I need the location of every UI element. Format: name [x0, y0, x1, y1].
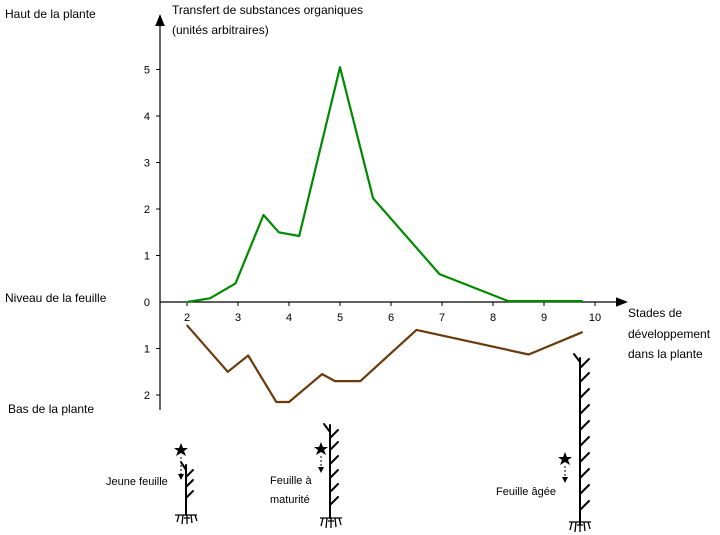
roots-icon [569, 521, 591, 533]
data-point [298, 235, 301, 237]
data-point [209, 297, 211, 300]
data-point [438, 273, 441, 275]
data-point [321, 373, 323, 375]
axis-ticks: 2 3 4 5 6 7 8 9 10 0 1 2 3 4 5 1 2 [144, 65, 601, 403]
branch-icon [323, 423, 339, 506]
y-tick-label: 2 [144, 204, 150, 216]
y-tick-label: 4 [144, 111, 150, 123]
branch-icon [180, 461, 194, 499]
x-tick-label: 10 [589, 312, 601, 324]
x-tick-label: 3 [235, 312, 241, 324]
data-point [334, 380, 336, 382]
arrow-tip-icon [562, 477, 568, 483]
young-leaf-plant-illustration: Jeune feuille [106, 443, 198, 525]
x-tick-label: 6 [388, 312, 394, 324]
y-tick-label: 3 [144, 158, 150, 170]
bottom-of-plant-label: Bas de la plante [8, 402, 94, 416]
data-point [247, 354, 249, 357]
top-of-plant-label: Haut de la plante [5, 7, 96, 21]
roots-icon [175, 514, 198, 525]
data-point [234, 282, 237, 285]
young-leaf-label: Jeune feuille [106, 476, 168, 488]
x-tick-label: 8 [490, 312, 496, 324]
data-point [415, 329, 418, 331]
star-leaf-icon [558, 452, 572, 465]
data-point [359, 380, 362, 382]
data-point [372, 197, 374, 200]
data-point [262, 214, 265, 216]
y-tick-label: 0 [144, 297, 150, 309]
y-tick-label-below: 2 [144, 390, 150, 402]
y-tick-label: 1 [144, 251, 150, 263]
data-point [339, 66, 341, 68]
x-tick-label: 4 [286, 312, 292, 324]
roots-icon [320, 517, 342, 529]
series-line-upward-transfer [186, 66, 583, 304]
x-tick-label: 7 [439, 312, 445, 324]
leaf-level-label: Niveau de la feuille [5, 291, 107, 305]
data-point [543, 300, 545, 302]
y-axis-title-line-1: Transfert de substances organiques [172, 3, 363, 17]
arrow-tip-icon [318, 467, 324, 473]
old-leaf-label: Feuille âgée [496, 486, 556, 498]
data-point [278, 231, 280, 234]
data-point [186, 324, 188, 327]
x-tick-label: 5 [337, 312, 343, 324]
data-point [581, 300, 584, 302]
x-axis-title-line-2: développement [628, 327, 711, 341]
x-axis-title-line-1: Stades de [628, 306, 682, 320]
mature-leaf-label-line-2: maturité [270, 494, 310, 506]
series-group [186, 66, 584, 404]
arrow-tip-icon [178, 474, 184, 480]
y-axis-title-line-2: (unités arbitraires) [172, 23, 269, 37]
branch-icon [573, 353, 590, 511]
series-line-downward-transfer [186, 324, 583, 404]
data-point [186, 301, 188, 303]
data-point [227, 370, 229, 373]
x-tick-label: 9 [541, 312, 547, 324]
data-point [275, 401, 278, 403]
y-tick-label-below: 1 [144, 344, 150, 356]
x-axis-title-line-3: dans la plante [628, 347, 703, 361]
data-point [581, 331, 584, 334]
star-leaf-icon [174, 443, 188, 456]
y-tick-label: 5 [144, 65, 150, 77]
mature-leaf-label-line-1: Feuille à [270, 475, 312, 487]
x-tick-label: 2 [184, 312, 190, 324]
star-leaf-icon [314, 442, 328, 455]
data-point [527, 353, 530, 356]
data-point [288, 401, 290, 403]
old-leaf-plant-illustration: Feuille âgée [496, 353, 591, 533]
data-point [507, 300, 510, 302]
mature-leaf-plant-illustration: Feuille à maturité [270, 423, 342, 529]
